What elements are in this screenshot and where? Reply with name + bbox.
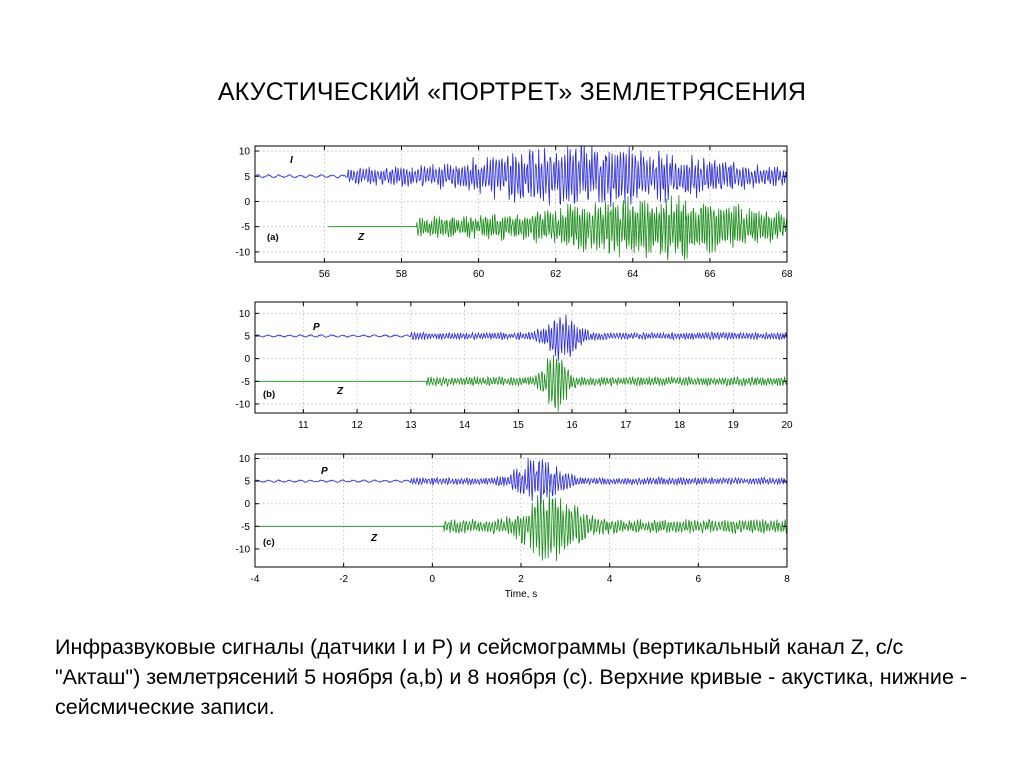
plot-frame: [254, 301, 788, 414]
signal-trace-p: [255, 314, 787, 362]
x-axis-label: Time, s: [505, 589, 537, 600]
x-tick-label: 62: [550, 269, 562, 280]
panel-label: (a): [267, 232, 279, 243]
x-tick-label: 2: [518, 574, 524, 585]
y-tick-label: 10: [239, 454, 251, 465]
x-tick-label: 11: [298, 420, 309, 431]
x-tick-label: 8: [784, 574, 790, 585]
series-label-i: I: [290, 155, 293, 166]
signal-trace-p: [255, 457, 787, 505]
x-tick-label: 6: [696, 574, 702, 585]
x-tick-label: 4: [607, 574, 613, 585]
x-tick-label: 15: [513, 420, 525, 431]
x-tick-label: 68: [781, 269, 793, 280]
figure-caption: Инфразвуковые сигналы (датчики I и P) и …: [55, 635, 968, 719]
x-tick-label: 56: [319, 269, 331, 280]
y-tick-label: 5: [244, 172, 250, 183]
y-tick-label: -10: [236, 247, 251, 258]
x-tick-label: -4: [251, 574, 260, 585]
signal-trace-z: [255, 354, 787, 412]
chart-panel-3: -4 -2 0 2 4 6 8 10 5 0 -5 -10 P Z (c) Time, s: [236, 453, 790, 600]
x-tick-label: 17: [620, 420, 632, 431]
slide-title: АКУСТИЧЕСКИЙ «ПОРТРЕТ» ЗЕМЛЕТРЯСЕНИЯ: [217, 78, 807, 106]
x-tick-label: 19: [728, 420, 740, 431]
x-tick-label: 16: [566, 420, 578, 431]
x-tick-label: 58: [396, 269, 408, 280]
y-tick-label: 0: [244, 499, 250, 510]
series-label-p: P: [313, 322, 320, 333]
y-tick-label: 5: [244, 477, 250, 488]
x-tick-label: 18: [674, 420, 686, 431]
y-tick-label: 10: [239, 147, 251, 158]
panel-label: (c): [263, 537, 275, 548]
x-tick-label: 14: [459, 420, 471, 431]
signal-trace-i: [255, 146, 787, 208]
chart-panel-2: 11 12 13 14 15 16 17 18 19 20 10 5 0 -5 -10 P Z (b): [236, 301, 793, 431]
series-label-z: Z: [336, 386, 344, 397]
x-tick-label: -2: [339, 574, 348, 585]
series-label-z: Z: [357, 232, 365, 243]
plot-area: [255, 302, 787, 413]
y-tick-label: -10: [236, 399, 251, 410]
x-tick-label: 20: [781, 420, 793, 431]
chart-panel-1: 56 58 60 62 64 66 68 10 5 0 -5 -10 I Z (a): [236, 145, 793, 280]
x-tick-label: 0: [430, 574, 436, 585]
series-label-z: Z: [370, 533, 378, 544]
x-tick-label: 13: [405, 420, 417, 431]
y-tick-label: 10: [239, 309, 251, 320]
y-tick-label: -5: [241, 222, 250, 233]
x-tick-label: 64: [627, 269, 639, 280]
x-tick-label: 12: [352, 420, 364, 431]
y-tick-label: -10: [236, 544, 251, 555]
y-tick-label: 0: [244, 354, 250, 365]
y-tick-label: -5: [241, 522, 250, 533]
y-tick-label: 5: [244, 331, 250, 342]
signal-trace-z: [328, 195, 787, 261]
signal-trace-z: [255, 489, 787, 562]
y-tick-label: -5: [241, 377, 250, 388]
panel-label: (b): [263, 389, 275, 400]
x-tick-label: 66: [704, 269, 716, 280]
y-tick-label: 0: [244, 197, 250, 208]
series-label-p: P: [321, 466, 328, 477]
x-tick-label: 60: [473, 269, 485, 280]
plot-frame: [254, 145, 788, 263]
